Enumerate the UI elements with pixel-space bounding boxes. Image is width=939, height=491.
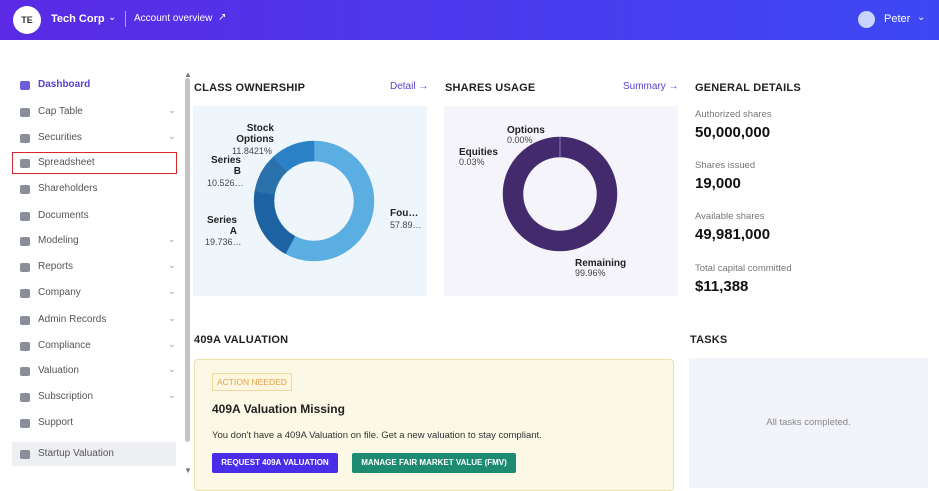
user-name[interactable]: Peter	[884, 13, 910, 25]
nav-icon	[20, 450, 30, 459]
slice-value: 0.00%	[507, 135, 533, 145]
nav-item[interactable]: Valuation	[38, 365, 79, 376]
slice-label: Series A	[205, 215, 237, 237]
nav-item[interactable]: Compliance	[38, 340, 91, 351]
section-title: SHARES USAGE	[445, 82, 535, 94]
nav-chevron[interactable]: ⌄	[168, 260, 176, 271]
nav-icon	[20, 342, 30, 351]
nav-item[interactable]: Reports	[38, 261, 73, 272]
nav-chevron[interactable]: ⌄	[168, 313, 176, 324]
nav-chevron[interactable]: ⌄	[168, 286, 176, 297]
badge: ACTION NEEDED	[212, 373, 292, 391]
scroll-arrow[interactable]: ▲	[184, 70, 192, 79]
slice-value: 0.03%	[459, 157, 485, 167]
nav-icon	[20, 263, 30, 272]
nav-item[interactable]: Spreadsheet	[38, 157, 95, 168]
detail-value: $11,388	[695, 278, 748, 295]
link-text[interactable]: Detail	[390, 81, 416, 92]
slice-value: 19.736…	[205, 237, 242, 247]
nav-chevron[interactable]: ⌄	[168, 339, 176, 350]
user-chevron[interactable]: ⌄	[917, 12, 925, 23]
fmv-button[interactable]: MANAGE FAIR MARKET VALUE (FMV)	[352, 453, 516, 473]
request-button[interactable]: REQUEST 409A VALUATION	[212, 453, 338, 473]
detail-label: Available shares	[695, 211, 765, 222]
nav-item[interactable]: Startup Valuation	[38, 448, 114, 459]
nav-item[interactable]: Admin Records	[38, 314, 106, 325]
nav-icon	[20, 108, 30, 117]
nav-icon	[20, 316, 30, 325]
top-bar: TE Tech Corp ⌄ Account overview ↗ Peter …	[0, 0, 939, 40]
slice-value: 99.96%	[575, 268, 606, 278]
divider	[125, 11, 126, 27]
class-ownership-chart	[193, 106, 427, 296]
card-text: You don't have a 409A Valuation on file.…	[212, 430, 542, 441]
scroll-arrow[interactable]: ▼	[184, 466, 192, 475]
nav-item[interactable]: Documents	[38, 210, 89, 221]
nav-item[interactable]: Cap Table	[38, 106, 83, 117]
nav-chevron[interactable]: ⌄	[168, 234, 176, 245]
nav-icon	[20, 134, 30, 143]
nav-item[interactable]: Securities	[38, 132, 82, 143]
detail-link[interactable]: Detail →	[390, 81, 428, 92]
nav-icon	[20, 367, 30, 376]
scrollbar[interactable]	[185, 78, 190, 442]
slice-label: Fou…	[390, 208, 418, 219]
section-title: 409A VALUATION	[194, 334, 288, 346]
slice-label: Stock Options	[232, 123, 274, 145]
section-title: CLASS OWNERSHIP	[194, 82, 305, 94]
section-title: TASKS	[690, 334, 727, 346]
nav-icon	[20, 393, 30, 402]
section-title: GENERAL DETAILS	[695, 82, 801, 94]
nav-icon	[20, 159, 30, 168]
summary-link[interactable]: Summary →	[623, 81, 679, 92]
detail-value: 50,000,000	[695, 124, 770, 141]
detail-value: 19,000	[695, 175, 741, 192]
nav-icon	[20, 237, 30, 246]
nav-icon	[20, 289, 30, 298]
nav-icon	[20, 185, 30, 194]
detail-label: Authorized shares	[695, 109, 772, 120]
tasks-empty: All tasks completed.	[689, 417, 928, 428]
nav-chevron[interactable]: ⌄	[168, 364, 176, 375]
account-link[interactable]: Account overview	[134, 13, 212, 24]
detail-value: 49,981,000	[695, 226, 770, 243]
valuation-card: ACTION NEEDED 409A Valuation Missing You…	[194, 359, 674, 491]
tasks-panel: All tasks completed.	[689, 358, 928, 488]
nav-icon	[20, 212, 30, 221]
card-heading: 409A Valuation Missing	[212, 402, 345, 416]
slice-value: 11.8421%	[232, 146, 272, 156]
detail-label: Shares issued	[695, 160, 755, 171]
nav-chevron[interactable]: ⌄	[168, 390, 176, 401]
nav-chevron[interactable]: ⌄	[168, 131, 176, 142]
nav-item[interactable]: Dashboard	[38, 79, 90, 90]
nav-item[interactable]: Support	[38, 417, 73, 428]
detail-label: Total capital committed	[695, 263, 792, 274]
company-avatar[interactable]: TE	[13, 6, 41, 34]
company-name[interactable]: Tech Corp	[51, 13, 105, 25]
external-icon: ↗	[218, 12, 226, 23]
link-text[interactable]: Summary	[623, 81, 666, 92]
company-chevron[interactable]: ⌄	[108, 12, 116, 23]
slice-value: 57.89…	[390, 220, 422, 230]
nav-item[interactable]: Modeling	[38, 235, 79, 246]
slice-value: 10.526…	[207, 178, 244, 188]
nav-item[interactable]: Company	[38, 287, 81, 298]
nav-icon	[20, 81, 30, 90]
slice[interactable]	[254, 191, 295, 254]
nav-icon	[20, 419, 30, 428]
shares-usage-chart	[444, 106, 678, 296]
nav-chevron[interactable]: ⌄	[168, 105, 176, 116]
nav-item[interactable]: Subscription	[38, 391, 93, 402]
user-avatar[interactable]	[858, 11, 875, 28]
nav-item[interactable]: Shareholders	[38, 183, 97, 194]
slice-label: Series B	[207, 155, 241, 177]
